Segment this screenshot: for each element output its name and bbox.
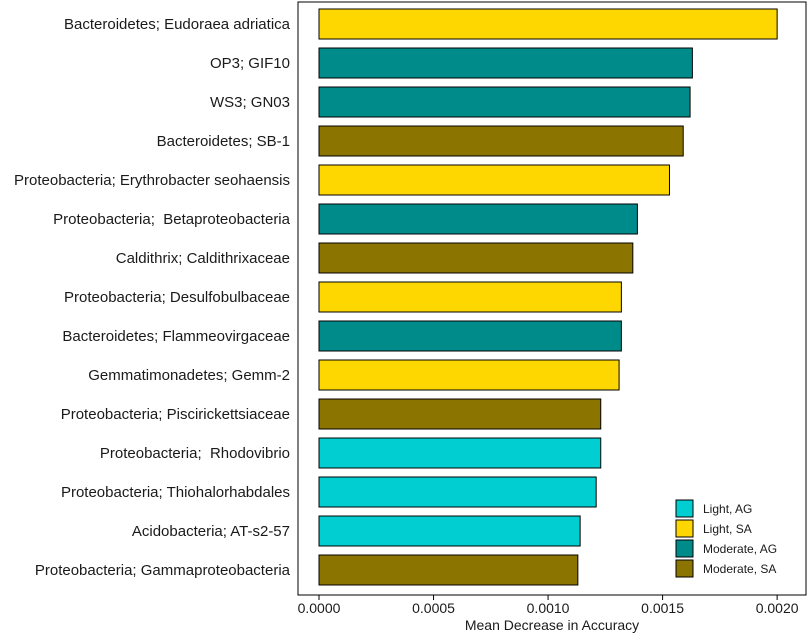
- legend-swatch: [675, 499, 694, 518]
- bar: [318, 398, 602, 430]
- legend-swatch: [675, 539, 694, 558]
- category-label: Proteobacteria; Erythrobacter seohaensis: [14, 172, 290, 189]
- category-label: Acidobacteria; AT-s2-57: [132, 523, 290, 540]
- x-tick-label: 0.0010: [527, 600, 570, 616]
- bar: [318, 86, 691, 118]
- category-label: Gemmatimonadetes; Gemm-2: [88, 367, 290, 384]
- bar: [318, 242, 634, 274]
- category-label: Bacteroidetes; SB-1: [157, 133, 290, 150]
- category-label: OP3; GIF10: [210, 55, 290, 72]
- category-label: WS3; GN03: [210, 94, 290, 111]
- legend-label: Moderate, SA: [703, 562, 776, 576]
- legend-label: Light, AG: [703, 502, 752, 516]
- category-label: Proteobacteria; Rhodovibrio: [100, 445, 290, 462]
- bar: [318, 8, 778, 40]
- category-label: Proteobacteria; Piscirickettsiaceae: [61, 406, 290, 423]
- bar: [318, 359, 620, 391]
- bar: [318, 320, 622, 352]
- x-tick-label: 0.0020: [756, 600, 799, 616]
- bar: [318, 47, 693, 79]
- bar: [318, 164, 670, 196]
- category-labels: Bacteroidetes; Eudoraea adriatica OP3; GI…: [14, 16, 291, 579]
- category-label: Proteobacteria; Desulfobulbaceae: [64, 289, 290, 306]
- legend-label: Moderate, AG: [703, 542, 777, 556]
- x-tick-label: 0.0005: [412, 600, 455, 616]
- bar: [318, 437, 602, 469]
- category-label: Proteobacteria; Betaproteobacteria: [53, 211, 290, 228]
- legend-swatch: [675, 519, 694, 538]
- bars: [318, 8, 778, 586]
- x-tick-label: 0.0000: [298, 600, 341, 616]
- legend-swatch: [675, 559, 694, 578]
- x-axis: 0.0000 0.0005 0.0010 0.0015 0.0020: [298, 595, 799, 616]
- legend-label: Light, SA: [703, 522, 752, 536]
- bar: [318, 476, 597, 508]
- category-label: Bacteroidetes; Eudoraea adriatica: [64, 16, 291, 33]
- category-label: Caldithrix; Caldithrixaceae: [116, 250, 290, 267]
- bar: [318, 554, 579, 586]
- category-label: Bacteroidetes; Flammeovirgaceae: [62, 328, 290, 345]
- plot-panel-border: [297, 1, 807, 596]
- bar: [318, 515, 581, 547]
- bar: [318, 125, 684, 157]
- legend: Light, AG Light, SA Moderate, AG Moderate, …: [675, 499, 777, 578]
- bar: [318, 203, 638, 235]
- category-label: Proteobacteria; Gammaproteobacteria: [35, 562, 291, 579]
- x-axis-title: Mean Decrease in Accuracy: [465, 617, 639, 633]
- category-label: Proteobacteria; Thiohalorhabdales: [61, 484, 290, 501]
- bar: [318, 281, 622, 313]
- x-tick-label: 0.0015: [641, 600, 684, 616]
